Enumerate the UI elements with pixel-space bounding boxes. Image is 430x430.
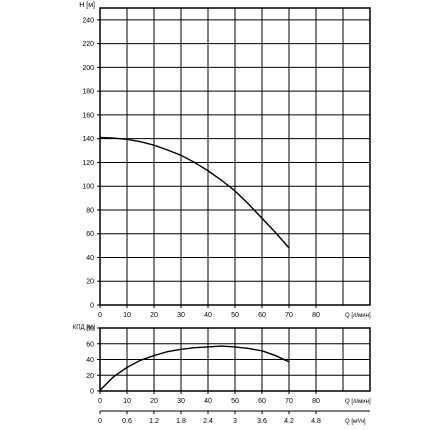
y-tick-label: 200	[82, 65, 94, 72]
y-axis-label: H [м]	[79, 2, 95, 9]
y-axis-label: КПД [%]	[73, 325, 96, 331]
y-tick-label: 80	[86, 326, 94, 333]
head-curve	[99, 136, 290, 249]
x-tick-label: 50	[231, 398, 239, 405]
head-chart: 0 20 40 60 80 100 120 140 160 180 200 220 240 H [м] 0 1…	[79, 2, 371, 319]
x2-tick-label: 3	[233, 418, 237, 425]
x-tick-label: 70	[285, 398, 293, 405]
x2-tick-label: 1.8	[176, 418, 186, 425]
x-tick-label: 10	[123, 398, 131, 405]
x-tick-label: 20	[150, 398, 158, 405]
x-tick-label: 80	[312, 398, 320, 405]
x2-tick-label: 1.2	[149, 418, 159, 425]
x-axis-label: Q [л/мин]	[345, 399, 371, 405]
x2-tick-label: 0	[98, 418, 102, 425]
x-tick-label: 10	[123, 312, 131, 319]
x-axis-label: Q [л/мин]	[345, 313, 371, 319]
x2-axis-label: Q [м³/ч]	[345, 419, 366, 425]
y-tick-label: 180	[82, 89, 94, 96]
x-tick-label: 30	[177, 398, 185, 405]
x-tick-label: 60	[258, 398, 266, 405]
x-tick-label: 0	[98, 398, 102, 405]
x-tick-label: 40	[204, 312, 212, 319]
x2-tick-label: 3.6	[257, 418, 267, 425]
x-tick-label: 70	[285, 312, 293, 319]
y-tick-label: 40	[86, 255, 94, 262]
y-tick-label: 20	[86, 373, 94, 380]
x2-tick-label: 4.2	[284, 418, 294, 425]
y-tick-label: 140	[82, 136, 94, 143]
y-tick-label: 60	[86, 231, 94, 238]
y-tick-label: 20	[86, 279, 94, 286]
y-tick-label: 0	[90, 389, 94, 396]
x-tick-label: 30	[177, 312, 185, 319]
x-tick-label: 0	[98, 312, 102, 319]
y-tick-label: 160	[82, 112, 94, 119]
y-tick-label: 100	[82, 184, 94, 191]
y-tick-label: 120	[82, 160, 94, 167]
x-tick-label: 40	[204, 398, 212, 405]
x-tick-label: 60	[258, 312, 266, 319]
x2-tick-label: 0.6	[122, 418, 132, 425]
x2-tick-label: 2.4	[203, 418, 213, 425]
y-tick-label: 0	[90, 303, 94, 310]
x-tick-label: 80	[312, 312, 320, 319]
efficiency-curve	[99, 345, 290, 391]
y-tick-label: 60	[86, 341, 94, 348]
x-tick-label: 50	[231, 312, 239, 319]
y-tick-label: 80	[86, 207, 94, 214]
y-tick-label: 220	[82, 41, 94, 48]
y-tick-label: 40	[86, 357, 94, 364]
x2-tick-label: 4.8	[311, 418, 321, 425]
x-tick-label: 20	[150, 312, 158, 319]
y-tick-label: 240	[82, 17, 94, 24]
